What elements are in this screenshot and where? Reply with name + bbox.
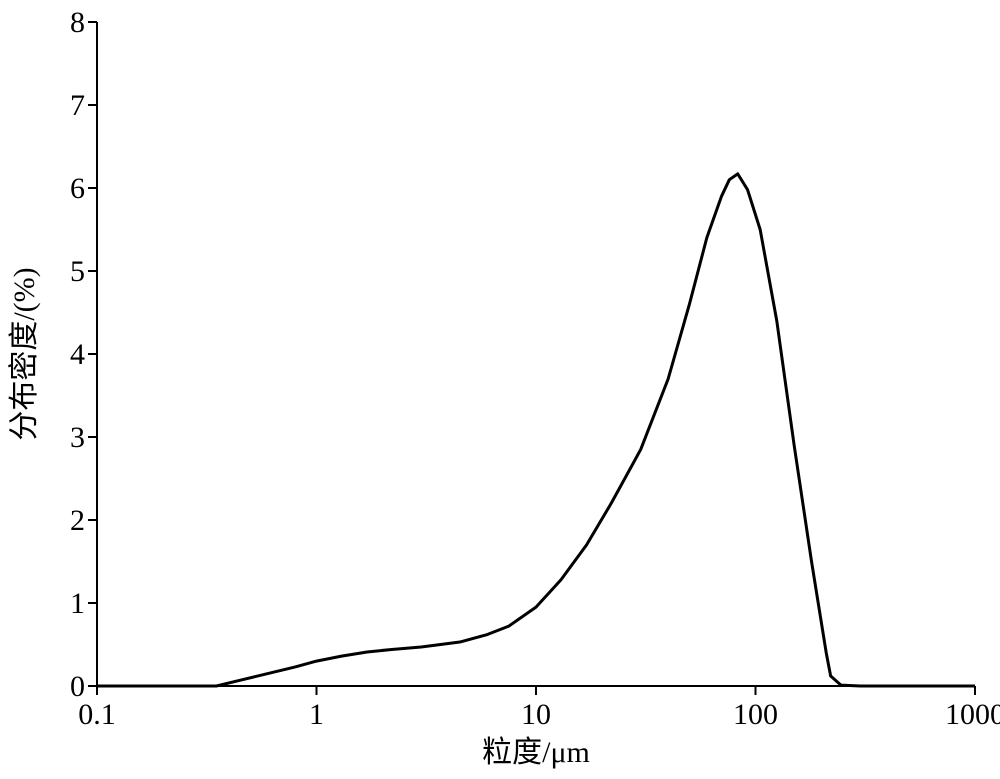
y-tick-label: 5 (70, 255, 85, 288)
x-tick-label: 1000 (945, 698, 1000, 731)
y-axis-label: 分布密度/(%) (8, 267, 41, 440)
y-tick-label: 4 (70, 338, 85, 371)
y-tick-label: 6 (70, 172, 85, 205)
x-tick-label: 100 (733, 698, 778, 731)
x-tick-label: 0.1 (78, 698, 116, 731)
x-tick-label: 10 (521, 698, 551, 731)
y-tick-label: 3 (70, 421, 85, 454)
x-axis-label: 粒度/μm (482, 736, 590, 769)
y-tick-label: 7 (70, 89, 85, 122)
y-tick-label: 2 (70, 504, 85, 537)
y-tick-label: 1 (70, 587, 85, 620)
x-tick-label: 1 (309, 698, 324, 731)
y-tick-label: 8 (70, 6, 85, 39)
data-line (97, 172, 975, 688)
y-tick-label: 0 (70, 670, 85, 703)
